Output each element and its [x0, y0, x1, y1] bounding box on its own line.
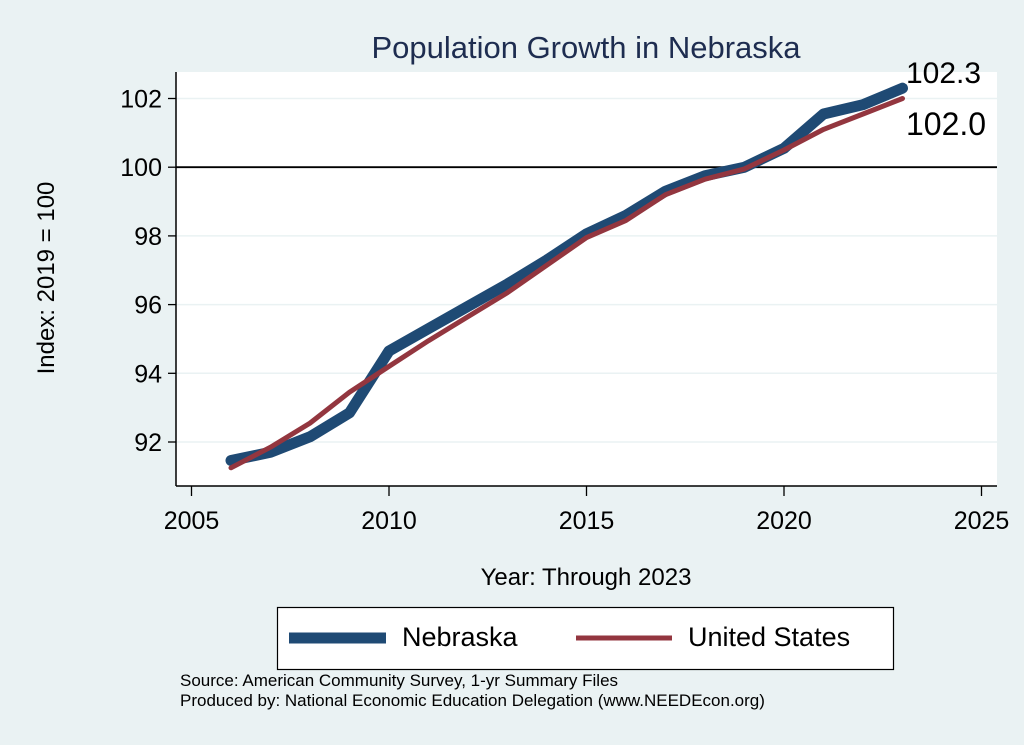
data-point — [507, 283, 509, 285]
y-ticks: 92 94 96 98 100 102 — [120, 86, 176, 457]
gridlines — [176, 97, 997, 443]
x-tick-label: 2025 — [954, 507, 1010, 535]
x-tick-label: 2015 — [559, 507, 615, 535]
data-point — [625, 219, 627, 221]
data-point — [467, 316, 469, 318]
y-tick-label: 92 — [134, 429, 162, 457]
data-point — [270, 451, 272, 453]
x-tick-label: 2020 — [756, 507, 812, 535]
data-point — [349, 391, 351, 393]
data-point — [428, 340, 430, 342]
x-tick-label: 2005 — [164, 507, 220, 535]
producer-note: Produced by: National Economic Education… — [180, 691, 765, 710]
legend: Nebraska United States — [276, 606, 895, 671]
data-point — [744, 168, 746, 170]
data-point — [862, 113, 864, 115]
data-point — [230, 460, 232, 462]
y-tick-label: 100 — [120, 154, 162, 182]
legend-label-united-states: United States — [688, 622, 850, 652]
data-point — [349, 412, 351, 414]
chart-title: Population Growth in Nebraska — [371, 30, 801, 65]
data-point — [507, 292, 509, 294]
data-point — [902, 98, 904, 100]
data-point — [309, 436, 311, 438]
data-point — [823, 128, 825, 130]
series-layer — [225, 82, 908, 471]
x-tick-label: 2010 — [361, 507, 417, 535]
data-point — [309, 422, 311, 424]
y-tick-label: 94 — [134, 360, 162, 388]
y-tick-label: 102 — [120, 86, 162, 114]
data-point — [546, 264, 548, 266]
end-label-united-states: 102.0 — [906, 106, 986, 142]
x-ticks: 2005 2010 2015 2020 2025 — [164, 486, 1010, 535]
series-line-nebraska — [225, 82, 908, 466]
data-point — [625, 214, 627, 216]
legend-label-nebraska: Nebraska — [402, 622, 519, 652]
data-point — [546, 259, 548, 261]
end-label-nebraska: 102.3 — [906, 57, 981, 90]
y-axis-title: Index: 2019 = 100 — [33, 182, 60, 375]
series-line-united-states — [228, 96, 905, 471]
data-point — [270, 446, 272, 448]
plot-area — [176, 72, 997, 486]
data-point — [388, 350, 390, 352]
y-tick-label: 98 — [134, 223, 162, 251]
x-axis-title: Year: Through 2023 — [481, 564, 692, 591]
source-note: Source: American Community Survey, 1-yr … — [180, 671, 618, 690]
data-point — [823, 113, 825, 115]
data-point — [388, 365, 390, 367]
data-point — [665, 194, 667, 196]
data-point — [902, 87, 904, 89]
data-point — [704, 178, 706, 180]
data-point — [467, 305, 469, 307]
data-point — [586, 233, 588, 235]
data-point — [862, 104, 864, 106]
data-point — [783, 149, 785, 151]
data-point — [586, 237, 588, 239]
y-tick-label: 96 — [134, 292, 162, 320]
data-point — [428, 328, 430, 330]
data-point — [230, 467, 232, 469]
